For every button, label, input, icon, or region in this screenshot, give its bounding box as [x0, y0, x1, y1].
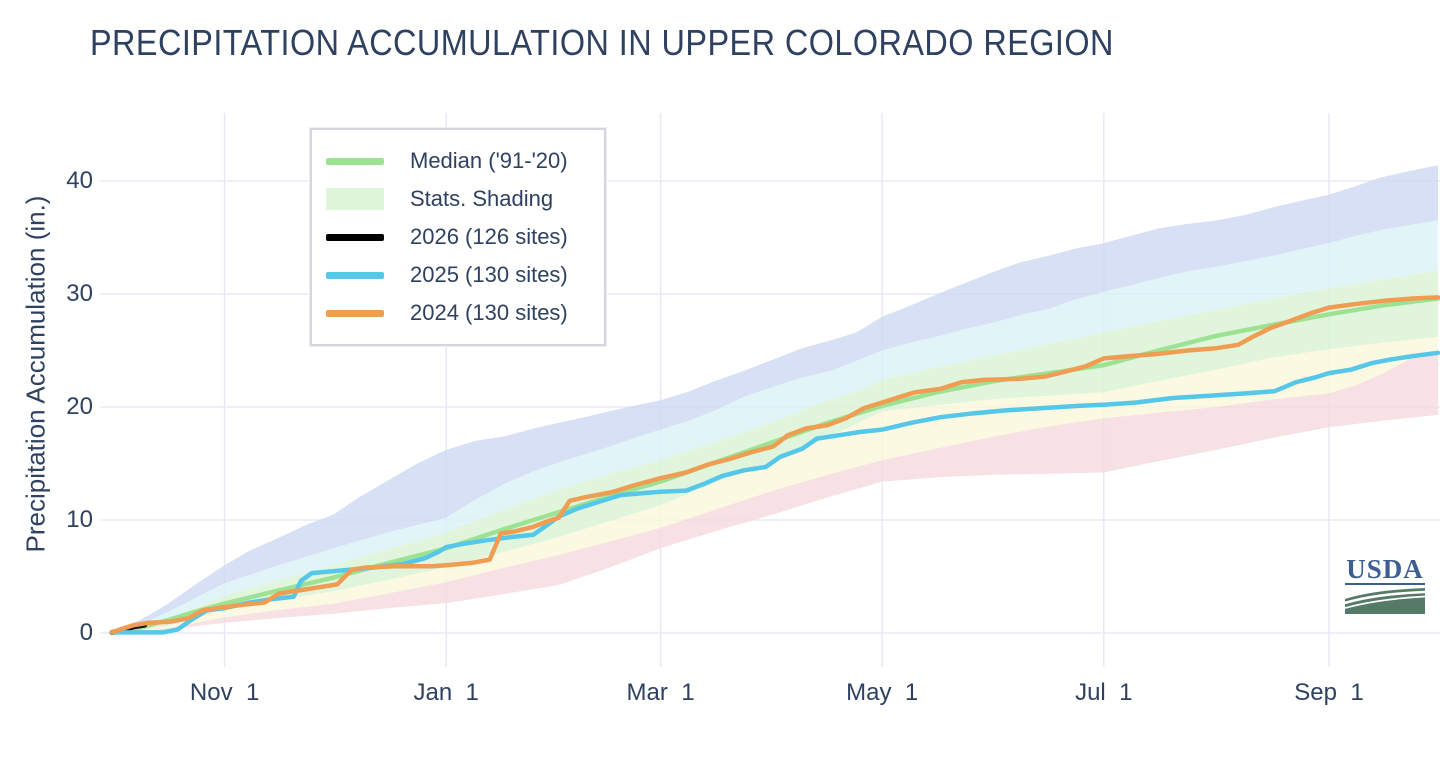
- x-tick-label: Jan 1: [413, 679, 479, 706]
- legend-item-2026-126-sites-[interactable]: 2026 (126 sites): [326, 218, 594, 256]
- stats-shading-band-p90-to-max: [112, 165, 1438, 633]
- x-tick-label: May 1: [846, 679, 919, 706]
- usda-logo: USDA: [1345, 556, 1425, 614]
- legend-item-median-91-20-[interactable]: Median ('91-'20): [326, 142, 594, 180]
- legend-label: 2026 (126 sites): [410, 224, 568, 249]
- series-line-2024-130-sites-[interactable]: [109, 295, 1440, 635]
- legend-label: 2025 (130 sites): [410, 262, 568, 287]
- chart-legend[interactable]: Median ('91-'20) Stats. Shading 2026 (126 …: [309, 127, 607, 347]
- legend-line-swatch: [326, 271, 384, 279]
- stats-shading-band-p30-to-p70: [112, 270, 1438, 633]
- legend-items: Median ('91-'20) Stats. Shading 2026 (126 …: [326, 142, 594, 332]
- usda-logo-field-icon: [1345, 588, 1425, 614]
- legend-item-2024-130-sites-[interactable]: 2024 (130 sites): [326, 294, 594, 332]
- x-tick-label: Sep 1: [1294, 679, 1364, 706]
- x-tick-label: Nov 1: [189, 679, 260, 706]
- y-tick-label: 10: [66, 506, 93, 533]
- legend-label: Stats. Shading: [410, 186, 554, 211]
- series-line-2025-130-sites-[interactable]: [109, 350, 1440, 635]
- y-tick-label: 30: [66, 280, 93, 307]
- stats-shading-band-p70-to-p90: [112, 220, 1438, 633]
- legend-item-2025-130-sites-[interactable]: 2025 (130 sites): [326, 256, 594, 294]
- stats-shading-band-p10-to-p30: [112, 336, 1438, 633]
- y-tick-label: 20: [66, 393, 93, 420]
- chart-title: PRECIPITATION ACCUMULATION IN UPPER COLO…: [90, 22, 1114, 63]
- legend-label: 2024 (130 sites): [410, 300, 568, 325]
- stats-shading-band-min-to-p10: [112, 350, 1438, 633]
- y-tick-label: 40: [66, 167, 93, 194]
- legend-line-swatch: [326, 309, 384, 317]
- legend-patch-swatch: [326, 188, 384, 210]
- legend-line-swatch: [326, 157, 384, 165]
- legend-item-stats-shading[interactable]: Stats. Shading: [326, 180, 594, 218]
- legend-label: Median ('91-'20): [410, 148, 568, 173]
- x-tick-label: Jul 1: [1075, 679, 1133, 706]
- legend-line-swatch: [326, 233, 384, 241]
- usda-logo-text: USDA: [1345, 554, 1425, 585]
- x-tick-label: Mar 1: [626, 679, 695, 706]
- y-tick-label: 0: [79, 619, 93, 646]
